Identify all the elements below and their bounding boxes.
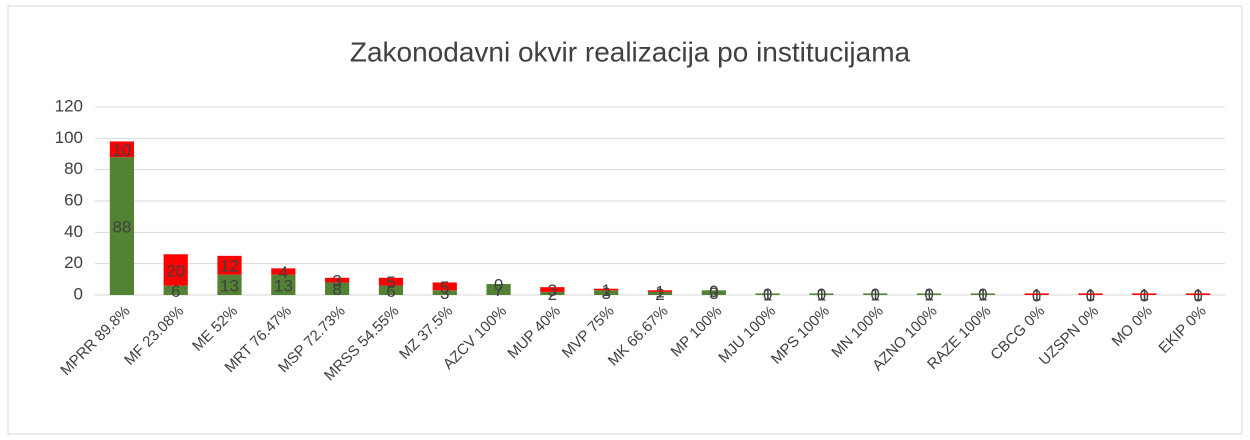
data-label: 3 — [332, 272, 341, 291]
data-label: 13 — [220, 276, 239, 295]
bar-segment — [647, 290, 673, 292]
data-label: 3 — [601, 284, 610, 303]
bar-segment — [1132, 293, 1157, 295]
bar-segment — [647, 291, 673, 295]
data-label: 0 — [1086, 286, 1095, 305]
bar-segment — [432, 282, 457, 291]
bar-segment — [863, 293, 888, 295]
data-label: 5 — [440, 278, 449, 297]
chart-title: Zakonodavni okvir realizacija po institu… — [350, 36, 911, 67]
data-label: 1 — [1032, 286, 1041, 305]
bar-segment — [594, 288, 619, 291]
bar-segment — [217, 274, 242, 295]
data-label: 0 — [1032, 286, 1041, 305]
data-label: 1 — [601, 281, 610, 300]
bar-segment — [1078, 293, 1103, 295]
data-label: 12 — [220, 257, 239, 276]
chart-frame — [7, 5, 1243, 435]
bar-segment — [271, 274, 296, 295]
y-tick-label: 120 — [55, 96, 83, 115]
data-label: 1 — [1086, 286, 1095, 305]
data-label: 0 — [924, 285, 933, 304]
bar-segment — [540, 291, 565, 295]
data-label: 1 — [871, 286, 880, 305]
bar-segment — [970, 293, 995, 295]
bar-segment — [378, 285, 404, 295]
bar-segment — [109, 141, 135, 158]
y-tick-label: 40 — [64, 222, 83, 241]
bar-segment — [432, 290, 457, 295]
bar-segment — [109, 157, 135, 295]
data-label: 0 — [763, 285, 772, 304]
data-label: 7 — [494, 281, 503, 300]
y-tick-label: 80 — [64, 159, 83, 178]
bar-segment — [1185, 293, 1211, 295]
bar-segment — [486, 284, 511, 295]
bar-segment — [217, 255, 242, 275]
data-label: 1 — [763, 286, 772, 305]
data-label: 6 — [171, 282, 180, 301]
data-label: 10 — [112, 141, 131, 160]
data-label: 3 — [548, 281, 557, 300]
data-label: 4 — [279, 263, 288, 282]
bar-segment — [325, 277, 350, 283]
data-label: 3 — [709, 284, 718, 303]
data-label: 13 — [274, 276, 293, 295]
y-tick-label: 60 — [64, 190, 83, 209]
data-label: 0 — [817, 285, 826, 304]
bar-segment — [163, 285, 188, 295]
data-label: 0 — [1193, 286, 1202, 305]
data-label: 5 — [386, 273, 395, 292]
data-label: 8 — [332, 280, 341, 299]
data-label: 0 — [1140, 286, 1149, 305]
data-label: 0 — [709, 282, 718, 301]
bar-segment — [594, 290, 619, 295]
data-label: 88 — [112, 218, 131, 237]
data-label: 0 — [871, 285, 880, 304]
bar-segment — [378, 277, 404, 286]
y-tick-label: 0 — [74, 284, 83, 303]
y-tick-label: 20 — [64, 253, 83, 272]
data-label: 1 — [1193, 286, 1202, 305]
bar-segment — [916, 293, 942, 295]
bar-segment — [1024, 293, 1049, 295]
bar-segment — [701, 290, 726, 295]
data-label: 3 — [440, 284, 449, 303]
data-label: 2 — [655, 285, 664, 304]
data-label: 0 — [978, 285, 987, 304]
bar-segment — [809, 293, 834, 295]
data-label: 1 — [1140, 286, 1149, 305]
bar-segment — [271, 268, 296, 275]
bar-segment — [540, 287, 565, 292]
bar-segment — [755, 293, 780, 295]
bar-segment — [325, 282, 350, 295]
data-label: 6 — [386, 282, 395, 301]
data-label: 1 — [978, 286, 987, 305]
y-tick-label: 100 — [55, 128, 83, 147]
data-label: 1 — [817, 286, 826, 305]
bar-segment — [163, 254, 188, 286]
data-label: 2 — [548, 285, 557, 304]
data-label: 1 — [655, 283, 664, 302]
data-label: 0 — [494, 276, 503, 295]
data-label: 20 — [166, 261, 185, 280]
data-label: 1 — [924, 286, 933, 305]
